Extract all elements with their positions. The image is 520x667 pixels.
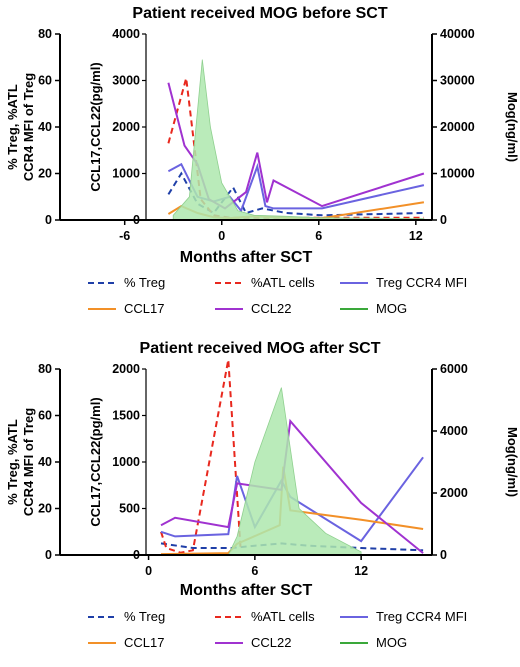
- legend-mog-label: MOG: [376, 635, 407, 650]
- chart-panel-after-sct: Patient received MOG after SCT 0 20 40 60 80 0…: [0, 333, 520, 667]
- legend-ccr4-label: Treg CCR4 MFI: [376, 609, 467, 624]
- inner-tick-label: 0: [133, 548, 140, 562]
- left-tick-label: 60: [38, 74, 52, 88]
- right-axis-label: Mog(ng/ml): [505, 92, 520, 162]
- legend-treg-label: % Treg: [124, 609, 165, 624]
- inner-tick-label: 500: [119, 502, 140, 516]
- left-tick-label: 40: [38, 120, 52, 134]
- left-tick-label: 20: [38, 502, 52, 516]
- legend-atl-label: %ATL cells: [251, 275, 315, 290]
- inner-tick-label: 1000: [112, 455, 140, 469]
- inner-axis-label: CCL17,CCL22(pg/ml): [88, 62, 103, 191]
- series-atl-line: [160, 359, 242, 554]
- x-tick-label: 6: [251, 564, 258, 578]
- right-tick-label: 4000: [440, 424, 468, 438]
- inner-tick-label: 1500: [112, 409, 140, 423]
- chart-panel-before-sct: Patient received MOG before SCT 0 20 40 60 80…: [0, 0, 520, 330]
- legend-ccl22-label: CCL22: [251, 301, 291, 316]
- inner-tick-label: 1000: [112, 167, 140, 181]
- series-treg-line: [167, 171, 424, 217]
- right-tick-label: 20000: [440, 120, 475, 134]
- legend-ccl22-label: CCL22: [251, 635, 291, 650]
- left-tick-label: 40: [38, 455, 52, 469]
- chart-after-sct: Patient received MOG after SCT0204060800…: [5, 340, 520, 650]
- left-tick-label: 60: [38, 409, 52, 423]
- left-tick-label: 80: [38, 362, 52, 376]
- legend-ccl17-label: CCL17: [124, 635, 164, 650]
- inner-tick-label: 3000: [112, 74, 140, 88]
- right-tick-label: 2000: [440, 486, 468, 500]
- inner-tick-label: 2000: [112, 120, 140, 134]
- left-axis-label-line1: % Treg, %ATL: [5, 419, 20, 505]
- right-tick-label: 0: [440, 548, 447, 562]
- left-tick-label: 80: [38, 27, 52, 41]
- x-tick-label: 6: [315, 229, 322, 243]
- x-axis-label: Months after SCT: [180, 582, 313, 599]
- left-tick-label: 0: [45, 213, 52, 227]
- left-axis-label-line1: % Treg, %ATL: [5, 84, 20, 170]
- inner-tick-label: 2000: [112, 362, 140, 376]
- right-tick-label: 0: [440, 213, 447, 227]
- right-axis-label: Mog(ng/ml): [505, 427, 520, 497]
- inner-axis-label: CCL17,CCL22(pg/ml): [88, 397, 103, 526]
- inner-tick-label: 0: [133, 213, 140, 227]
- legend-treg-label: % Treg: [124, 275, 165, 290]
- legend-ccl17-label: CCL17: [124, 301, 164, 316]
- right-tick-label: 40000: [440, 27, 475, 41]
- series-mog-area: [160, 387, 362, 556]
- legend-mog-label: MOG: [376, 301, 407, 316]
- legend-atl-label: %ATL cells: [251, 609, 315, 624]
- inner-tick-label: 4000: [112, 27, 140, 41]
- x-tick-label: 12: [354, 564, 368, 578]
- chart-title: Patient received MOG after SCT: [140, 340, 381, 357]
- left-tick-label: 20: [38, 167, 52, 181]
- left-axis-label-line2: CCR4 MFI of Treg: [21, 408, 36, 516]
- chart-before-sct: Patient received MOG before SCT020406080…: [5, 5, 520, 316]
- x-tick-label: 0: [218, 229, 225, 243]
- right-tick-label: 30000: [440, 74, 475, 88]
- right-tick-label: 10000: [440, 167, 475, 181]
- left-axis-label-line2: CCR4 MFI of Treg: [21, 73, 36, 181]
- x-axis-label: Months after SCT: [180, 249, 313, 266]
- chart-title: Patient received MOG before SCT: [132, 5, 387, 22]
- x-tick-label: 12: [409, 229, 423, 243]
- right-tick-label: 6000: [440, 362, 468, 376]
- left-tick-label: 0: [45, 548, 52, 562]
- x-tick-label: 0: [145, 564, 152, 578]
- legend-ccr4-label: Treg CCR4 MFI: [376, 275, 467, 290]
- series-mog-area: [172, 59, 425, 221]
- x-tick-label: -6: [119, 229, 130, 243]
